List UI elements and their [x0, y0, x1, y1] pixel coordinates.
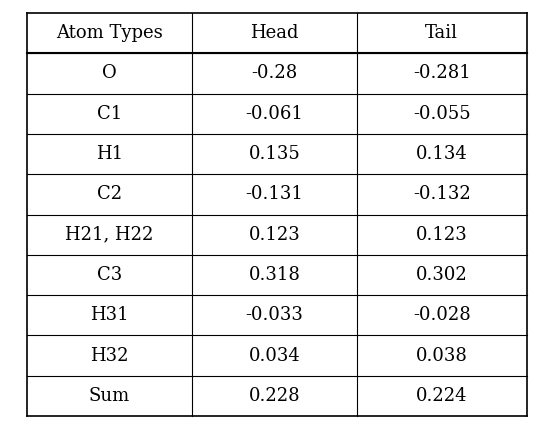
Text: 0.034: 0.034: [249, 347, 300, 365]
Text: H32: H32: [90, 347, 129, 365]
Text: Head: Head: [250, 24, 299, 42]
Text: -0.055: -0.055: [413, 105, 471, 123]
Text: -0.131: -0.131: [245, 185, 304, 203]
Text: C1: C1: [97, 105, 122, 123]
Text: H21, H22: H21, H22: [65, 226, 154, 244]
Text: -0.132: -0.132: [413, 185, 471, 203]
Text: 0.038: 0.038: [416, 347, 468, 365]
Text: -0.061: -0.061: [245, 105, 304, 123]
Text: 0.224: 0.224: [416, 387, 468, 405]
Text: O: O: [102, 64, 117, 82]
Text: 0.123: 0.123: [249, 226, 300, 244]
Text: C2: C2: [97, 185, 122, 203]
Text: H31: H31: [90, 306, 129, 324]
Text: C3: C3: [97, 266, 122, 284]
Text: Tail: Tail: [425, 24, 458, 42]
Text: 0.228: 0.228: [249, 387, 300, 405]
Text: -0.033: -0.033: [245, 306, 304, 324]
Text: -0.28: -0.28: [251, 64, 298, 82]
Text: Sum: Sum: [89, 387, 130, 405]
Text: 0.302: 0.302: [416, 266, 468, 284]
Text: H1: H1: [96, 145, 123, 163]
Text: Atom Types: Atom Types: [56, 24, 163, 42]
Text: -0.028: -0.028: [413, 306, 471, 324]
Text: -0.281: -0.281: [413, 64, 471, 82]
Text: 0.135: 0.135: [249, 145, 300, 163]
Text: 0.123: 0.123: [416, 226, 468, 244]
Text: 0.318: 0.318: [249, 266, 300, 284]
Text: 0.134: 0.134: [416, 145, 468, 163]
